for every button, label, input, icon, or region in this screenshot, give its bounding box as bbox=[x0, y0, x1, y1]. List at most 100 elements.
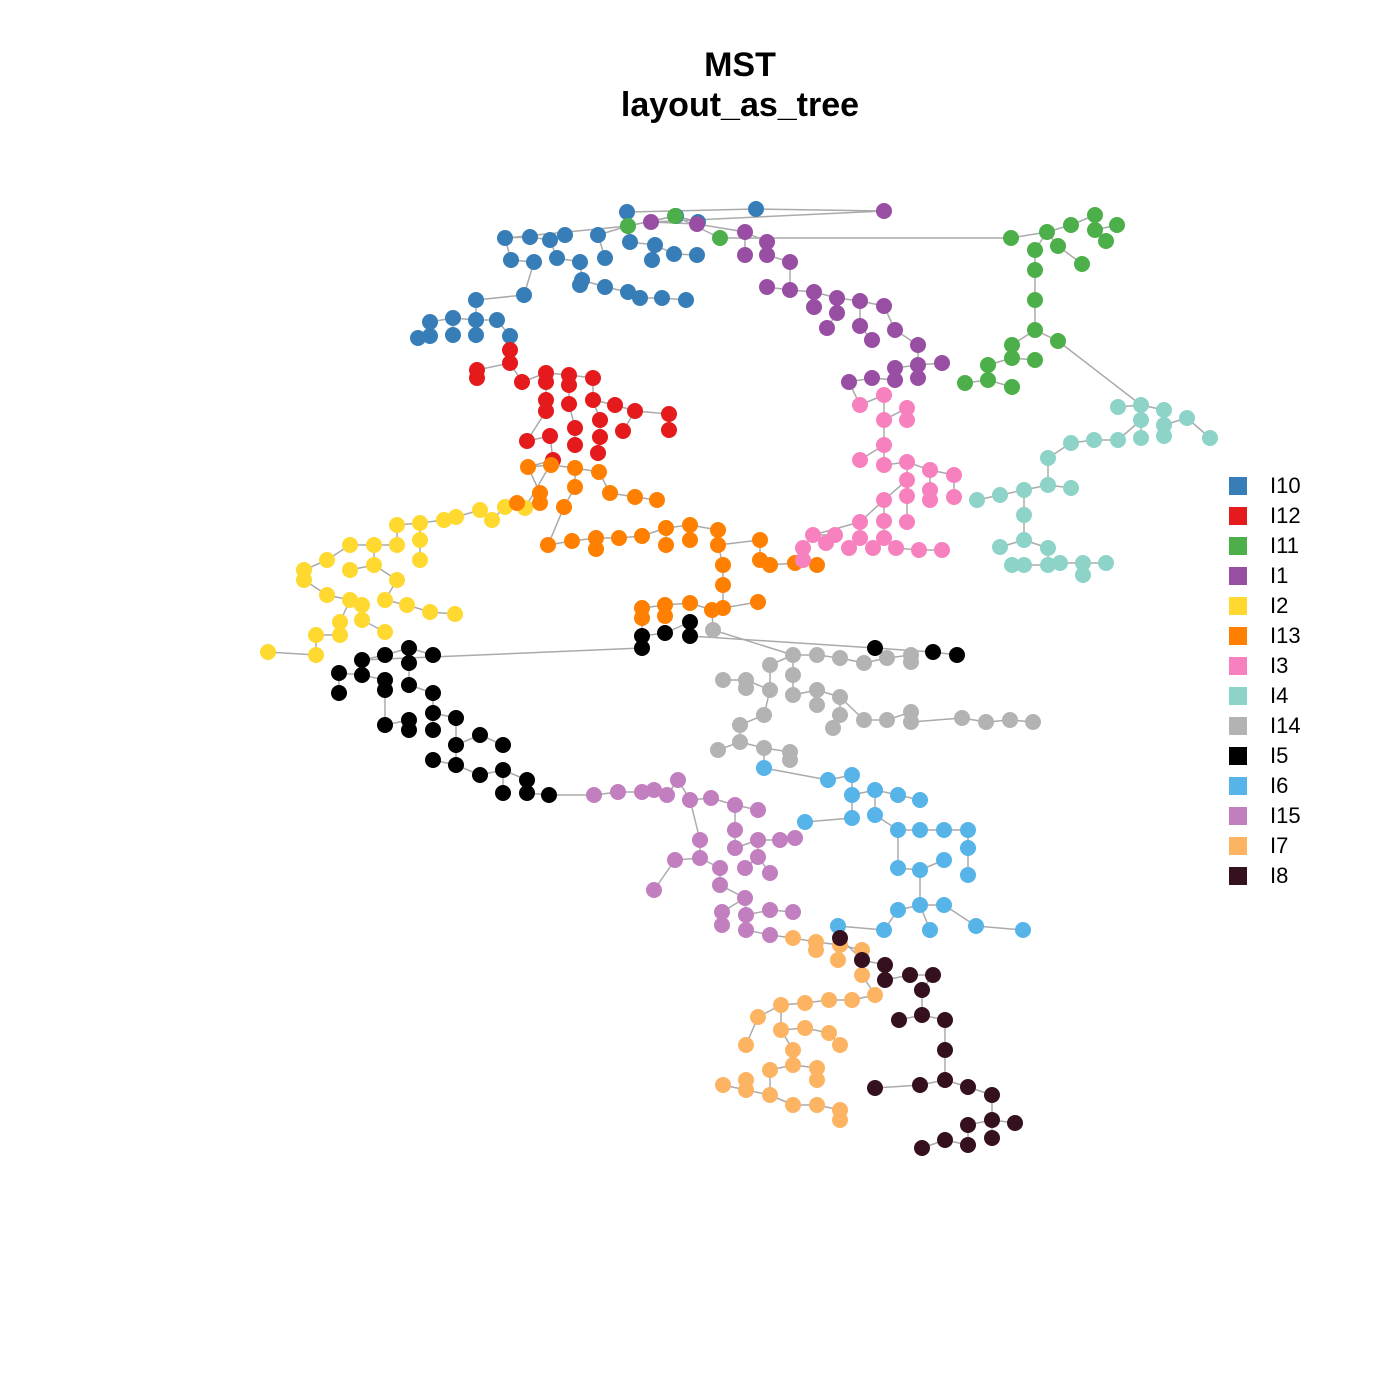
node bbox=[634, 610, 650, 626]
node bbox=[750, 832, 766, 848]
node bbox=[661, 406, 677, 422]
node bbox=[762, 557, 778, 573]
node bbox=[590, 445, 606, 461]
edge bbox=[475, 294, 525, 301]
node bbox=[922, 462, 938, 478]
legend-label: I1 bbox=[1270, 563, 1288, 588]
node bbox=[588, 530, 604, 546]
node bbox=[1050, 333, 1066, 349]
node bbox=[867, 782, 883, 798]
node bbox=[714, 917, 730, 933]
node bbox=[782, 254, 798, 270]
node bbox=[715, 577, 731, 593]
legend-swatch bbox=[1229, 777, 1247, 795]
node bbox=[389, 517, 405, 533]
node bbox=[1015, 922, 1031, 938]
node bbox=[899, 412, 915, 428]
node bbox=[1016, 507, 1032, 523]
legend-label: I12 bbox=[1270, 503, 1301, 528]
legend-label: I10 bbox=[1270, 473, 1301, 498]
node bbox=[377, 624, 393, 640]
node bbox=[750, 849, 766, 865]
node bbox=[752, 532, 768, 548]
node bbox=[538, 374, 554, 390]
legend: I10 I12 I11 I1 I2 I13 I3 I4 I14 I5 I6 I15 I7 I8 bbox=[1229, 473, 1301, 888]
node bbox=[756, 740, 772, 756]
node bbox=[564, 533, 580, 549]
node bbox=[865, 540, 881, 556]
node bbox=[666, 246, 682, 262]
node bbox=[737, 224, 753, 240]
node bbox=[1063, 217, 1079, 233]
node bbox=[692, 832, 708, 848]
node bbox=[585, 370, 601, 386]
node bbox=[876, 298, 892, 314]
node bbox=[1007, 1115, 1023, 1131]
node bbox=[712, 877, 728, 893]
node bbox=[661, 422, 677, 438]
node bbox=[342, 537, 358, 553]
edge bbox=[689, 635, 876, 649]
node bbox=[902, 967, 918, 983]
legend-label: I2 bbox=[1270, 593, 1288, 618]
edge bbox=[755, 208, 885, 212]
node bbox=[332, 627, 348, 643]
node bbox=[890, 902, 906, 918]
node bbox=[497, 230, 513, 246]
node bbox=[401, 722, 417, 738]
node bbox=[448, 509, 464, 525]
node bbox=[425, 647, 441, 663]
node bbox=[540, 537, 556, 553]
node bbox=[922, 922, 938, 938]
node bbox=[502, 328, 518, 344]
edge bbox=[874, 647, 934, 653]
node bbox=[934, 355, 950, 371]
node bbox=[844, 787, 860, 803]
node bbox=[912, 822, 928, 838]
node bbox=[797, 814, 813, 830]
node bbox=[876, 492, 892, 508]
node bbox=[876, 203, 892, 219]
node bbox=[472, 502, 488, 518]
node bbox=[472, 767, 488, 783]
legend-swatch bbox=[1229, 567, 1247, 585]
node bbox=[590, 227, 606, 243]
node bbox=[821, 1025, 837, 1041]
node bbox=[809, 557, 825, 573]
node bbox=[647, 237, 663, 253]
node bbox=[448, 757, 464, 773]
node bbox=[852, 397, 868, 413]
legend-swatch bbox=[1229, 717, 1247, 735]
node bbox=[899, 472, 915, 488]
edge bbox=[910, 717, 963, 723]
node bbox=[876, 530, 892, 546]
node bbox=[634, 784, 650, 800]
node bbox=[495, 737, 511, 753]
node bbox=[888, 540, 904, 556]
node bbox=[832, 1112, 848, 1128]
node bbox=[549, 250, 565, 266]
node bbox=[422, 314, 438, 330]
node bbox=[876, 437, 892, 453]
node bbox=[960, 1117, 976, 1133]
node bbox=[737, 247, 753, 263]
node bbox=[619, 204, 635, 220]
node bbox=[819, 320, 835, 336]
node bbox=[762, 657, 778, 673]
node bbox=[1063, 480, 1079, 496]
node bbox=[1040, 477, 1056, 493]
node bbox=[654, 290, 670, 306]
node bbox=[704, 602, 720, 618]
node bbox=[821, 992, 837, 1008]
edge bbox=[267, 651, 317, 656]
node bbox=[899, 514, 915, 530]
node bbox=[960, 1137, 976, 1153]
node bbox=[489, 312, 505, 328]
node bbox=[514, 374, 530, 390]
node bbox=[682, 628, 698, 644]
node bbox=[785, 667, 801, 683]
node bbox=[832, 930, 848, 946]
node bbox=[914, 1140, 930, 1156]
node bbox=[809, 697, 825, 713]
